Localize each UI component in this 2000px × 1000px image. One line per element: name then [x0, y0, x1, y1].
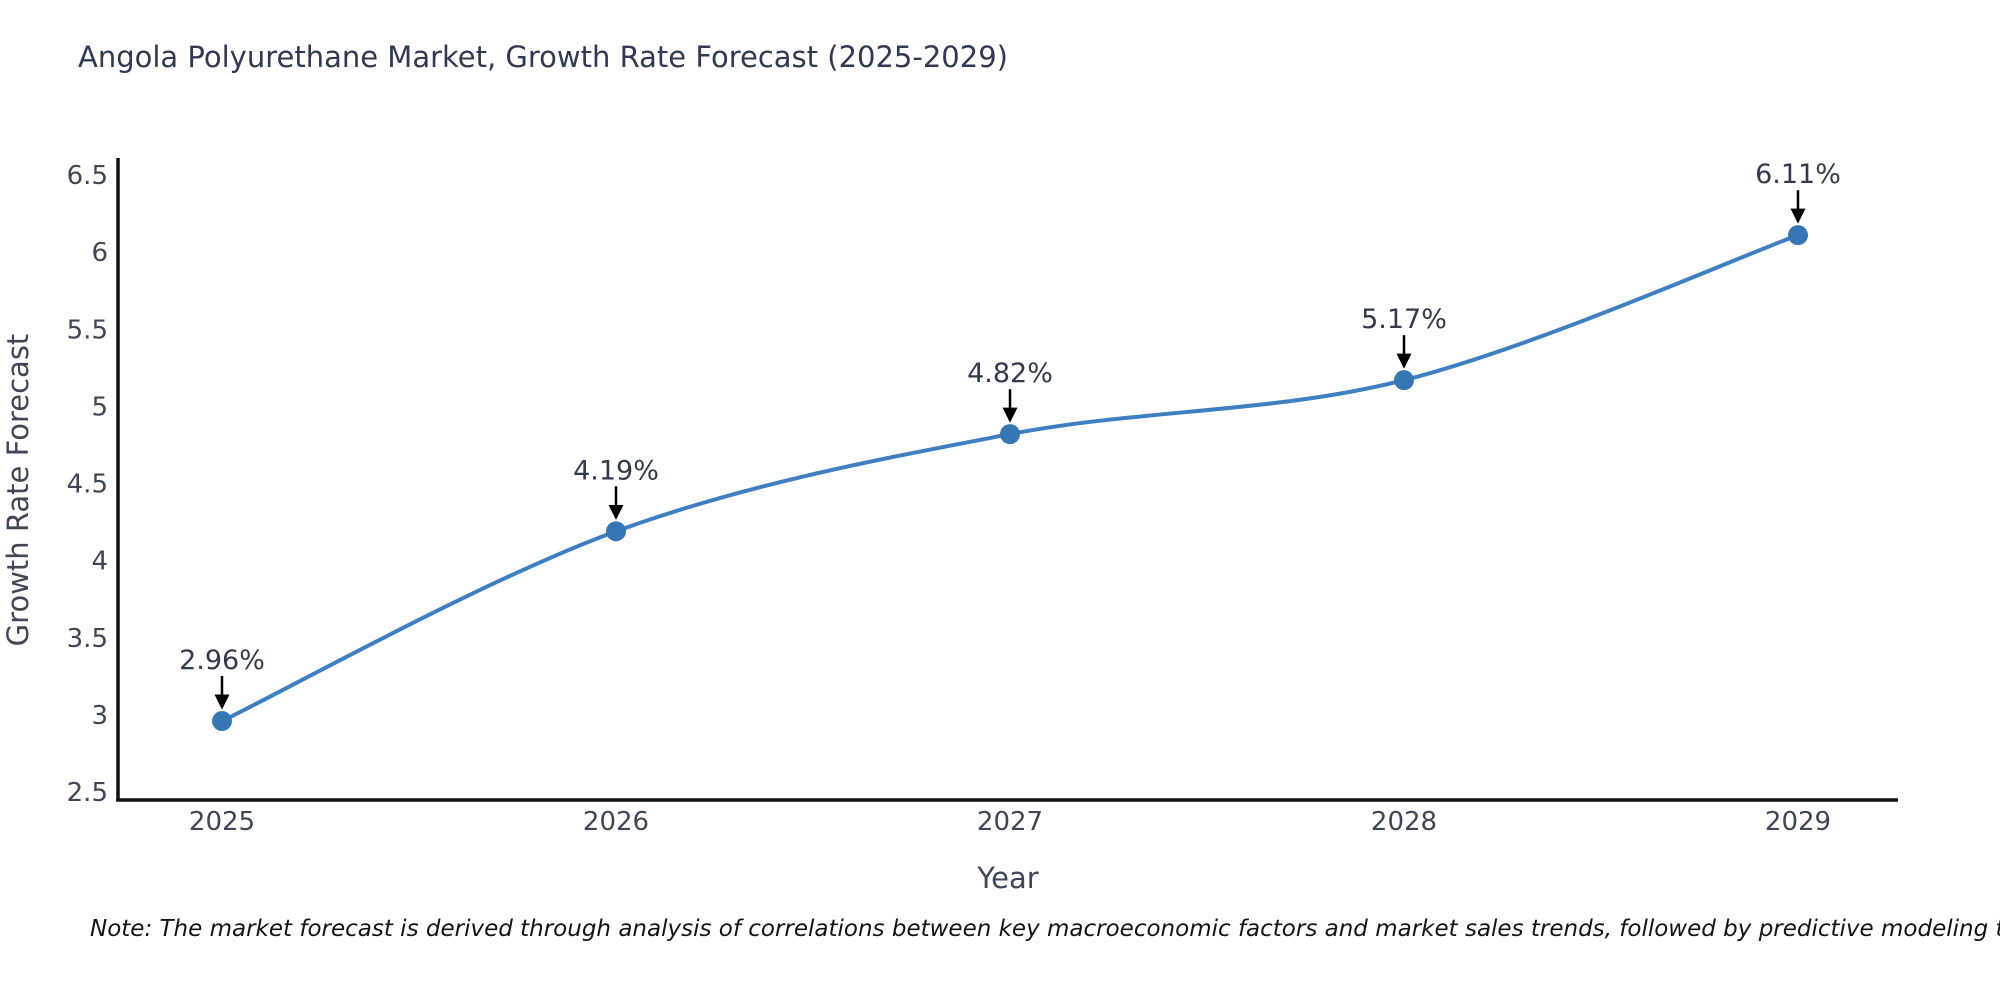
x-axis-tick-label: 2027	[977, 807, 1043, 837]
y-axis-tick-label: 6.5	[67, 161, 108, 191]
data-point-marker	[1000, 424, 1020, 445]
x-axis-tick-label: 2028	[1371, 807, 1437, 837]
data-point-annotations: 2.96% 4.19% 4.82% 5.17% 6.11%	[179, 159, 1841, 710]
chart-title: Angola Polyurethane Market, Growth Rate …	[78, 40, 1008, 74]
x-axis-tick-label: 2026	[583, 807, 649, 837]
data-point-marker	[606, 521, 626, 542]
x-axis-tick-labels: 2025 2026 2027 2028 2029	[189, 807, 1831, 837]
data-point-markers	[212, 225, 1808, 732]
y-axis-title: Growth Rate Forecast	[1, 334, 35, 647]
y-axis-tick-label: 5.5	[67, 315, 108, 345]
data-point-label: 4.19%	[573, 455, 659, 486]
y-axis-tick-labels: 2.5 3 3.5 4 4.5 5 5.5 6 6.5	[67, 161, 108, 808]
y-axis-tick-label: 6	[91, 238, 108, 268]
data-point-marker	[212, 711, 232, 732]
y-axis-tick-label: 4.5	[67, 470, 108, 500]
data-point-marker	[1394, 370, 1414, 391]
y-axis-tick-label: 2.5	[67, 778, 108, 808]
x-axis-title: Year	[976, 861, 1038, 895]
data-point-label: 6.11%	[1755, 159, 1841, 190]
y-axis-tick-label: 3.5	[67, 624, 108, 654]
data-point-label: 2.96%	[179, 645, 265, 676]
data-point-label: 4.82%	[967, 358, 1053, 389]
trend-line	[220, 233, 1800, 724]
y-axis-tick-label: 3	[91, 701, 108, 731]
data-point-label: 5.17%	[1361, 304, 1447, 335]
y-axis-tick-label: 4	[91, 547, 108, 577]
footnote: Note: The market forecast is derived thr…	[90, 916, 2000, 942]
data-point-marker	[1788, 225, 1808, 246]
x-axis-tick-label: 2025	[189, 807, 255, 837]
y-axis-tick-label: 5	[91, 392, 108, 422]
x-axis-tick-label: 2029	[1765, 807, 1831, 837]
